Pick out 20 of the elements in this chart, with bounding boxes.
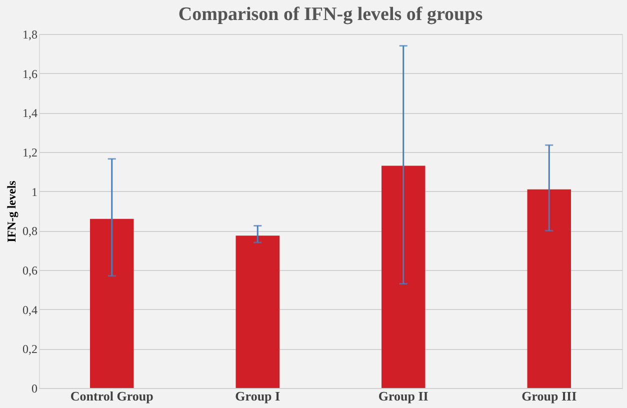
y-tick-label: 0,8 [22,224,38,238]
y-tick-label: 1,4 [22,106,38,120]
y-tick-label: 1,8 [22,28,38,42]
x-tick-label: Group I [235,388,280,404]
chart-title: Comparison of IFN-g levels of groups [178,4,483,25]
y-tick-label: 1,6 [22,66,38,81]
bar [90,218,134,388]
y-tick-label: 0,2 [22,342,38,356]
bar [382,166,426,388]
x-tick-label: Group III [522,388,577,404]
y-axis-title: IFN-g levels [4,180,18,242]
y-tick-label: 0,6 [22,264,38,278]
y-tick-label: 1 [32,184,38,199]
bar [236,236,280,388]
y-tick-label: 0,4 [22,302,38,317]
x-tick-label: Control Group [70,388,154,404]
x-tick-label: Group II [378,388,428,404]
bar [527,189,571,388]
y-tick-label: 0 [32,382,38,396]
y-tick-label: 1,2 [22,146,38,160]
